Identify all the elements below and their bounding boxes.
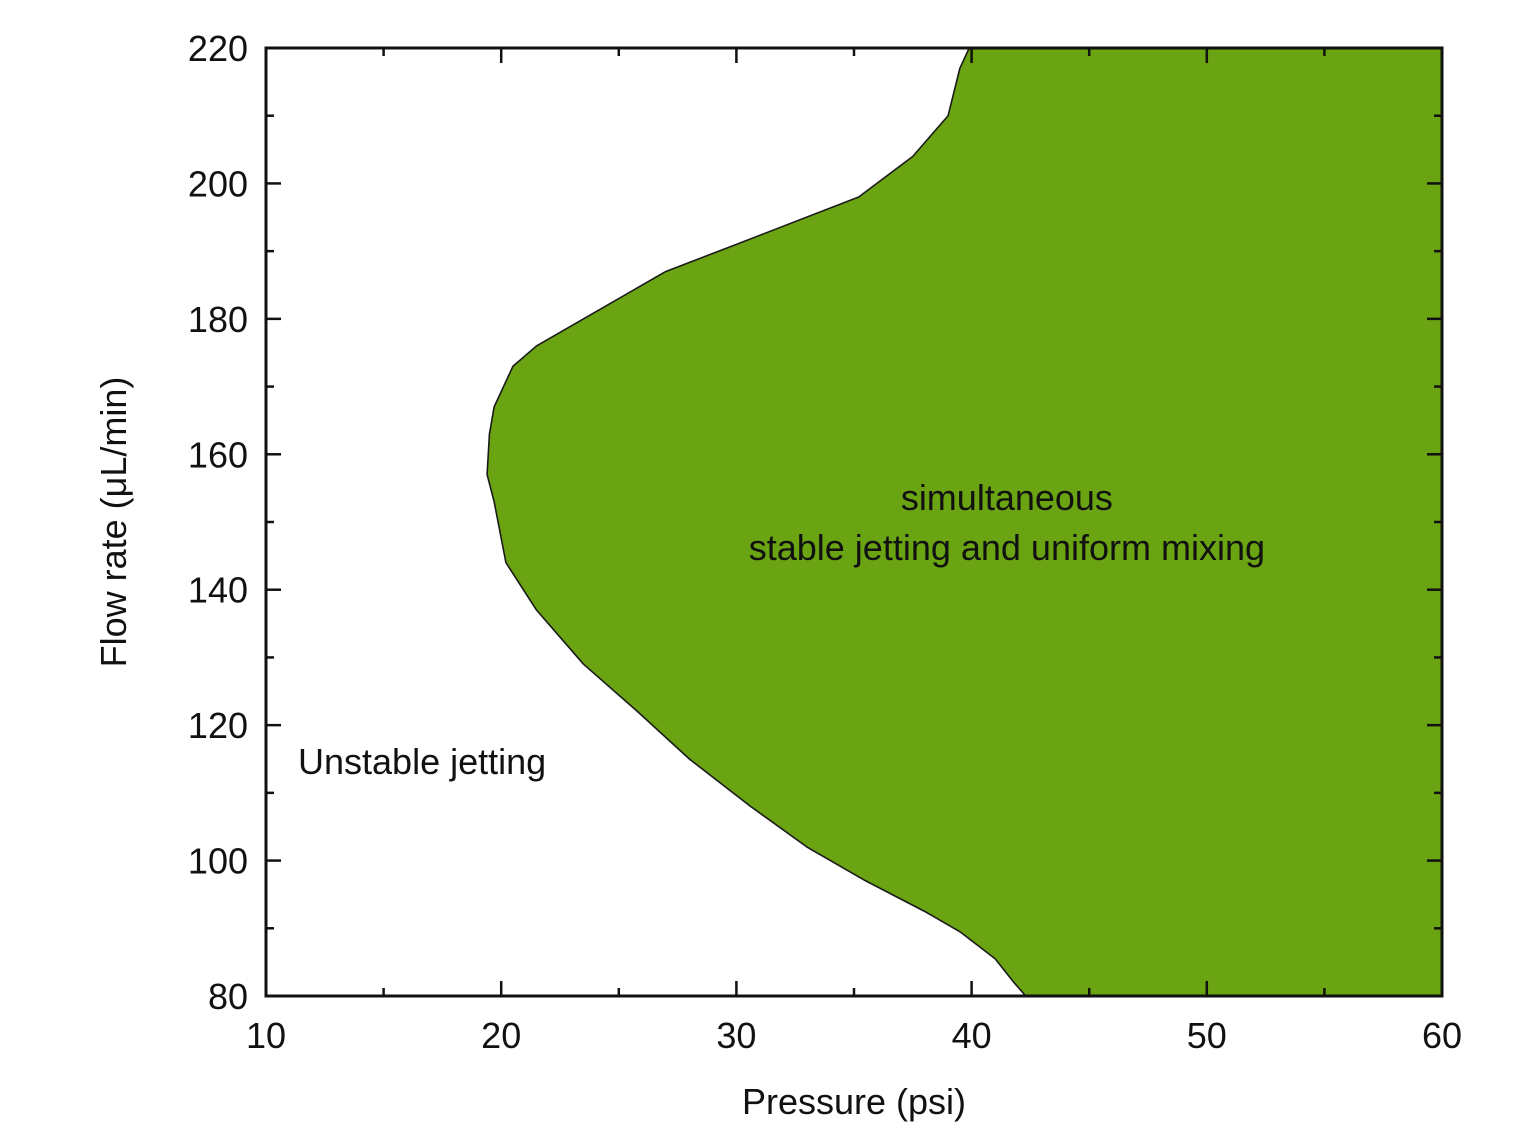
- y-axis-title: Flow rate (μL/min): [93, 377, 134, 668]
- region-layer: [486, 47, 1442, 997]
- y-tick-label: 100: [188, 841, 248, 882]
- stable-region-fill: [487, 48, 1442, 996]
- tick-labels-layer: 10 20 30 40 50 60 80 100 120 140 160 180 200 220: [188, 28, 1462, 1056]
- y-tick-label: 140: [188, 570, 248, 611]
- x-tick-label: 20: [481, 1015, 521, 1056]
- x-axis-title: Pressure (psi): [742, 1081, 966, 1122]
- stable-region-label-line: simultaneous: [901, 477, 1113, 518]
- y-tick-label: 80: [208, 976, 248, 1017]
- x-tick-label: 40: [952, 1015, 992, 1056]
- y-tick-label: 220: [188, 28, 248, 69]
- ticks-layer: [264, 46, 1444, 998]
- unstable-region-label: Unstable jetting: [298, 741, 546, 782]
- x-tick-label: 50: [1187, 1015, 1227, 1056]
- x-tick-label: 10: [246, 1015, 286, 1056]
- y-tick-label: 200: [188, 163, 248, 204]
- annotations-layer: simultaneous stable jetting and uniform m…: [298, 477, 1265, 782]
- x-tick-label: 30: [716, 1015, 756, 1056]
- y-tick-label: 180: [188, 299, 248, 340]
- y-tick-label: 120: [188, 705, 248, 746]
- stable-region-boundary: [486, 47, 1027, 997]
- stable-region-label-line: stable jetting and uniform mixing: [749, 527, 1265, 568]
- x-tick-label: 60: [1422, 1015, 1462, 1056]
- y-tick-label: 160: [188, 434, 248, 475]
